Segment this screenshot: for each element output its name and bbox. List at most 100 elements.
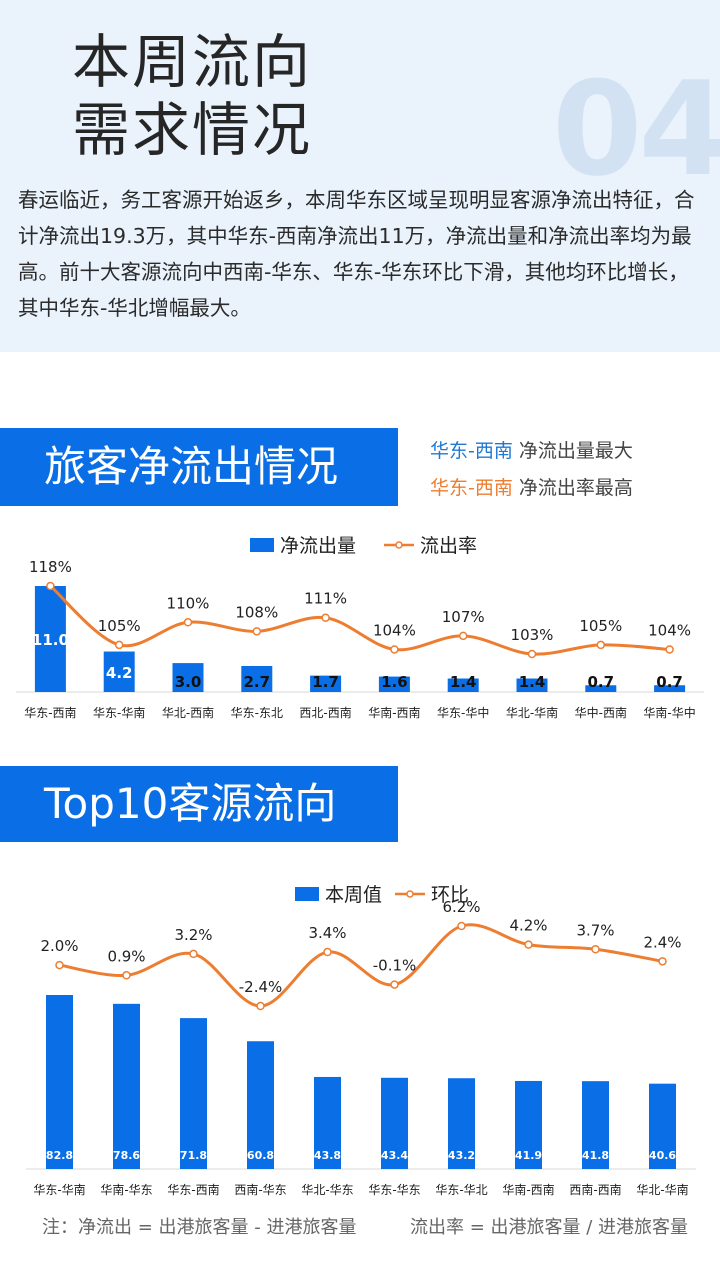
x-tick-label: 华东-华东 bbox=[368, 1183, 420, 1197]
bar-data-label: 0.7 bbox=[588, 673, 615, 691]
line-point bbox=[596, 640, 606, 650]
bar bbox=[314, 1076, 341, 1169]
bar-data-label: 78.6 bbox=[113, 1149, 140, 1162]
bar-data-label: 82.8 bbox=[46, 1149, 73, 1162]
line-data-label: 110% bbox=[167, 594, 210, 612]
x-tick-label: 华北-华东 bbox=[301, 1183, 353, 1197]
line-point bbox=[183, 618, 193, 627]
line-data-label: 105% bbox=[98, 617, 141, 635]
bar bbox=[113, 1003, 140, 1169]
bar-data-label: 4.2 bbox=[106, 664, 133, 682]
line-point bbox=[122, 971, 131, 980]
line-point bbox=[665, 645, 674, 654]
title-line-1: 本周流向 bbox=[72, 28, 313, 96]
x-tick-label: 华南-西南 bbox=[368, 705, 420, 720]
highlight-1-key: 华东-西南 bbox=[430, 440, 513, 462]
x-tick-label: 华东-华南 bbox=[33, 1182, 85, 1197]
bar-data-label: 1.6 bbox=[381, 673, 408, 691]
bar bbox=[34, 586, 66, 692]
bar-data-label: 43.8 bbox=[314, 1149, 341, 1162]
bar-data-label: 1.4 bbox=[519, 673, 546, 691]
x-tick-label: 华东-华南 bbox=[93, 705, 145, 720]
line-point bbox=[46, 581, 55, 591]
bar-data-label: 2.7 bbox=[244, 673, 271, 691]
line-point bbox=[658, 957, 667, 966]
bar bbox=[247, 1041, 274, 1169]
line-point bbox=[390, 645, 399, 654]
bar-data-label: 41.9 bbox=[515, 1149, 542, 1162]
legend-line-marker bbox=[406, 890, 414, 898]
intro-paragraph: 春运临近，务工客源开始返乡，本周华东区域呈现明显客源净流出特征，合计净流出19.… bbox=[18, 188, 695, 320]
line-point bbox=[458, 631, 468, 641]
title-line-2: 需求情况 bbox=[72, 96, 313, 164]
bar bbox=[654, 685, 686, 692]
bar-data-label: 43.2 bbox=[448, 1149, 475, 1162]
bar bbox=[447, 678, 479, 692]
x-tick-label: 华东-西南 bbox=[24, 705, 76, 720]
bar bbox=[649, 1083, 676, 1169]
x-tick-label: 华东-华中 bbox=[437, 705, 489, 720]
line-point bbox=[252, 627, 262, 636]
x-tick-label: 华南-华中 bbox=[643, 705, 695, 720]
note-left: 注：净流出 = 出港旅客量 - 进港旅客量 bbox=[42, 1217, 357, 1238]
line-data-label: 6.2% bbox=[442, 898, 480, 916]
bar bbox=[515, 1080, 542, 1169]
bar bbox=[103, 651, 135, 692]
net-outflow-chart: 净流出量 流出率 11.0 华东-西南 4.2 华东-华南 3.0 华北-西南 2.7 华东-东北… bbox=[16, 535, 704, 720]
bar bbox=[180, 1018, 207, 1169]
rate-line bbox=[59, 923, 663, 1008]
line-point bbox=[524, 940, 533, 949]
line-point bbox=[527, 649, 537, 659]
line-data-label: -0.1% bbox=[373, 957, 417, 975]
bar-data-label: 43.4 bbox=[381, 1149, 408, 1162]
x-tick-label: 华南-华东 bbox=[100, 1182, 152, 1197]
bar bbox=[516, 678, 548, 692]
highlight-1: 华东-西南 净流出量最大 bbox=[430, 437, 633, 465]
x-tick-label: 华北-华南 bbox=[506, 705, 558, 720]
line-data-label: 3.4% bbox=[308, 924, 346, 942]
line-point bbox=[390, 980, 399, 989]
x-tick-label: 西南-西南 bbox=[569, 1182, 621, 1197]
x-tick-label: 华东-西南 bbox=[167, 1182, 219, 1197]
bar bbox=[381, 1077, 408, 1169]
bar-data-label: 71.8 bbox=[180, 1149, 207, 1162]
bar-data-label: 3.0 bbox=[175, 673, 202, 691]
bar bbox=[310, 675, 342, 692]
line-point bbox=[457, 921, 466, 931]
note-right: 流出率 = 出港旅客量 / 进港旅客量 bbox=[410, 1217, 689, 1238]
line-data-label: 2.4% bbox=[643, 933, 681, 951]
line-point bbox=[256, 1001, 265, 1011]
bar-data-label: 60.8 bbox=[247, 1149, 274, 1162]
x-tick-label: 华中-西南 bbox=[575, 705, 627, 720]
line-data-label: 105% bbox=[579, 617, 622, 635]
section1-title: 旅客净流出情况 bbox=[44, 442, 339, 491]
legend-bar-swatch bbox=[250, 538, 274, 552]
legend-bar-label: 本周值 bbox=[325, 884, 382, 906]
section-number: 04 bbox=[552, 53, 720, 205]
bar-data-label: 0.7 bbox=[656, 673, 683, 691]
line-data-label: 3.2% bbox=[174, 926, 212, 944]
bar-data-label: 1.7 bbox=[312, 673, 339, 691]
line-point bbox=[591, 945, 600, 954]
line-point bbox=[189, 949, 198, 959]
bar bbox=[46, 995, 73, 1169]
line-data-label: 2.0% bbox=[40, 937, 78, 955]
bar bbox=[241, 665, 273, 692]
bar bbox=[448, 1078, 475, 1169]
x-tick-label: 华北-西南 bbox=[162, 705, 214, 720]
legend-line-marker bbox=[395, 541, 403, 549]
section2-banner: Top10客源流向 bbox=[0, 766, 398, 842]
section1-banner: 旅客净流出情况 bbox=[0, 428, 398, 506]
line-point bbox=[321, 613, 330, 622]
legend-bar-label: 净流出量 bbox=[280, 535, 356, 557]
legend-line-label: 流出率 bbox=[420, 535, 477, 557]
line-data-label: 108% bbox=[235, 603, 278, 621]
bar bbox=[378, 676, 410, 692]
bar-data-label: 1.4 bbox=[450, 673, 477, 691]
line-point bbox=[55, 960, 64, 970]
line-point bbox=[114, 640, 124, 650]
x-tick-label: 华东-华北 bbox=[435, 1183, 487, 1197]
legend-line-label: 环比 bbox=[431, 884, 469, 906]
line-data-label: 0.9% bbox=[107, 947, 145, 965]
x-tick-label: 西北-西南 bbox=[299, 705, 351, 720]
